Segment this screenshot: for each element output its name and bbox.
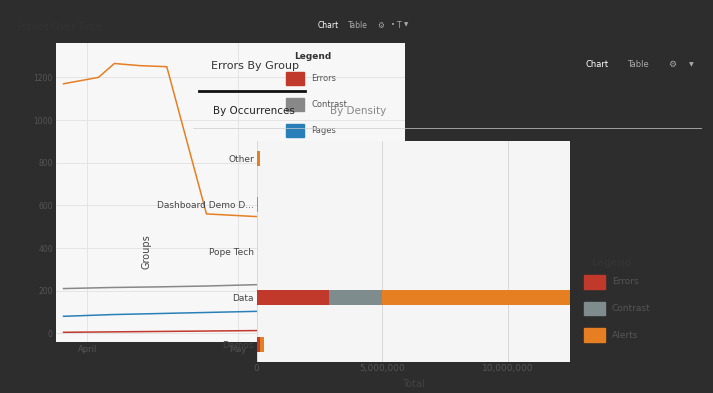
Text: ▼: ▼	[689, 62, 694, 67]
Text: Issues Over Time: Issues Over Time	[18, 22, 102, 32]
Text: T: T	[396, 21, 401, 29]
Text: ⚙: ⚙	[377, 21, 384, 29]
Bar	[286, 149, 304, 162]
Bar	[585, 275, 605, 289]
Bar	[585, 302, 605, 315]
Text: Contrast: Contrast	[311, 100, 347, 109]
Text: By Occurrences: By Occurrences	[213, 106, 294, 116]
Y-axis label: Groups: Groups	[141, 234, 151, 268]
Bar	[260, 337, 265, 351]
Text: ⚙: ⚙	[669, 60, 677, 69]
Text: Contrast: Contrast	[612, 304, 650, 313]
Text: Legend: Legend	[591, 259, 632, 268]
Text: Alerts: Alerts	[612, 331, 638, 340]
Bar	[585, 328, 605, 342]
Text: By Density: By Density	[330, 106, 386, 116]
Text: ▼: ▼	[404, 23, 408, 28]
Text: Pages: Pages	[311, 126, 336, 135]
Text: Chart: Chart	[318, 21, 339, 29]
X-axis label: Total: Total	[402, 379, 425, 389]
Text: Errors: Errors	[612, 277, 638, 286]
Bar	[257, 337, 260, 351]
Bar	[286, 98, 304, 111]
Text: Legend: Legend	[294, 52, 331, 61]
Text: Alerts: Alerts	[311, 151, 336, 160]
Bar	[286, 123, 304, 137]
Text: Chart: Chart	[585, 60, 608, 69]
Text: Errors By Group: Errors By Group	[212, 61, 299, 71]
Text: •: •	[391, 22, 395, 28]
Text: Table: Table	[627, 60, 649, 69]
Bar	[257, 290, 329, 305]
Bar	[286, 72, 304, 85]
Bar	[329, 290, 382, 305]
Text: Table: Table	[347, 21, 367, 29]
Bar	[257, 151, 260, 165]
Text: Errors: Errors	[311, 74, 336, 83]
Bar	[382, 290, 573, 305]
